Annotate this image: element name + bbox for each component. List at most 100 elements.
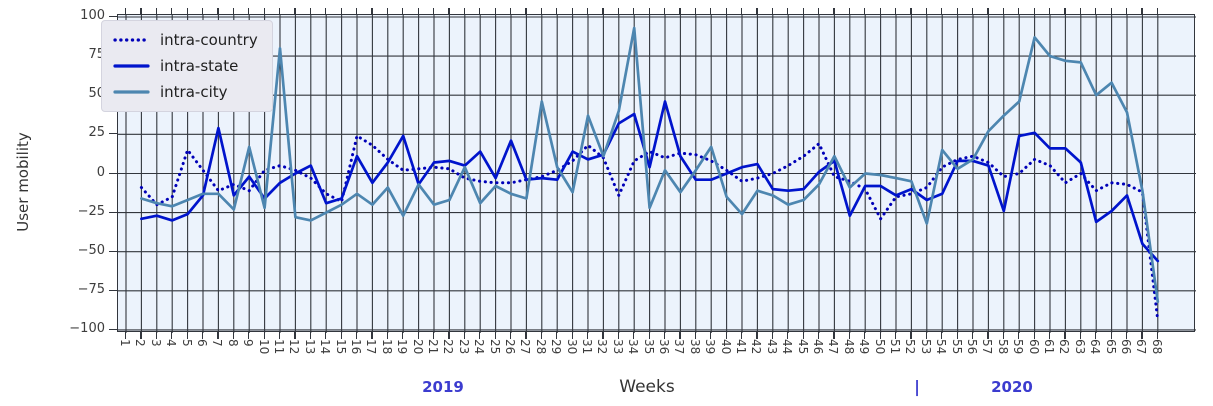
y-tickmark [109, 211, 117, 213]
x-tick-label: 32 [595, 339, 610, 355]
x-tick-label: 48 [841, 339, 856, 355]
x-tickmark [448, 332, 450, 339]
x-tickmark [417, 332, 419, 339]
x-tick-label: 23 [456, 339, 471, 355]
x-tick-label: 66 [1119, 339, 1133, 355]
x-tickmark [664, 332, 666, 339]
x-tick-label: 18 [379, 339, 394, 355]
x-tickmark [433, 332, 435, 339]
x-tickmark [125, 332, 127, 339]
x-tickmark [787, 332, 789, 339]
x-tick-label: 13 [302, 339, 317, 355]
legend-label: intra-country [160, 31, 258, 49]
y-tickmark [109, 133, 117, 135]
chart-lines-canvas [118, 15, 1196, 333]
legend-label: intra-state [160, 57, 239, 75]
x-tickmark [402, 332, 404, 339]
x-tick-label: 45 [795, 339, 810, 355]
x-tickmark [294, 332, 296, 339]
x-tickmark [694, 332, 696, 339]
x-tickmark [279, 332, 281, 339]
dotted-line-swatch-icon [113, 38, 150, 42]
x-tickmark [479, 332, 481, 339]
x-tick-label: 21 [426, 339, 440, 355]
x-tickmark [155, 332, 157, 339]
y-tick-label: 75 [88, 47, 105, 63]
x-tickmark [494, 332, 496, 339]
y-tickmark [109, 250, 117, 252]
x-tick-label: 15 [333, 339, 348, 355]
x-tick-label: 62 [1057, 339, 1072, 355]
y-tickmark [109, 16, 117, 18]
y-tick-label: −100 [69, 320, 105, 336]
x-tickmark [340, 332, 342, 339]
x-tickmark [941, 332, 943, 339]
x-tickmark [371, 332, 373, 339]
x-tick-label: 54 [934, 339, 949, 355]
x-tickmark [725, 332, 727, 339]
x-tick-label: 28 [533, 339, 548, 355]
x-tickmark [602, 332, 604, 339]
x-tickmark [617, 332, 619, 339]
x-tick-label: 56 [965, 339, 979, 355]
x-tickmark [540, 332, 542, 339]
y-tick-label: −25 [77, 203, 105, 219]
x-tickmark [202, 332, 204, 339]
x-tickmark [248, 332, 250, 339]
y-tickmark [109, 172, 117, 174]
x-tickmark [556, 332, 558, 339]
x-tickmark [710, 332, 712, 339]
x-tick-label: 1 [118, 339, 132, 347]
year-2020-label: 2020 [991, 378, 1033, 396]
x-tickmark [571, 332, 573, 339]
x-tickmark [771, 332, 773, 339]
x-tick-label: 41 [734, 339, 748, 355]
x-tickmark [140, 332, 142, 339]
x-tick-label: 64 [1088, 339, 1103, 355]
y-tickmark [109, 289, 117, 291]
x-tickmark [895, 332, 897, 339]
x-tick-label: 27 [518, 339, 533, 355]
x-tick-label: 16 [349, 339, 363, 355]
x-tick-label: 60 [1026, 339, 1041, 355]
x-tick-label: 30 [564, 339, 579, 355]
x-tick-label: 9 [241, 339, 256, 347]
x-tick-label: 25 [487, 339, 502, 355]
y-tick-label: 100 [80, 8, 105, 23]
x-tick-label: 52 [903, 339, 918, 355]
x-tickmark [1095, 332, 1097, 339]
x-tickmark [679, 332, 681, 339]
x-tickmark [633, 332, 635, 339]
x-tickmark [510, 332, 512, 339]
x-tick-label: 24 [472, 339, 487, 355]
x-tick-label: 42 [749, 339, 764, 355]
year-2019-label: 2019 [422, 378, 464, 396]
x-tick-label: 17 [364, 339, 379, 355]
x-tick-label: 53 [918, 339, 933, 355]
y-tick-label: 50 [88, 86, 105, 102]
x-tickmark [171, 332, 173, 339]
x-tick-label: 31 [580, 339, 594, 355]
x-tick-label: 36 [657, 339, 671, 355]
x-tickmark [1064, 332, 1066, 339]
x-tick-label: 49 [857, 339, 872, 355]
y-tick-label: 0 [96, 164, 105, 180]
x-tickmark [463, 332, 465, 339]
x-tickmark [956, 332, 958, 339]
x-tickmark [972, 332, 974, 339]
y-tickmark [109, 328, 117, 331]
x-tick-label: 59 [1011, 339, 1026, 355]
x-tickmark [386, 332, 388, 339]
x-tick-label: 26 [503, 339, 517, 355]
x-tick-label: 2 [133, 339, 148, 347]
x-tick-label: 46 [811, 339, 825, 355]
x-tickmark [910, 332, 912, 339]
x-tickmark [864, 332, 866, 339]
x-tick-label: 7 [210, 339, 225, 347]
x-tick-label: 58 [995, 339, 1010, 355]
y-tick-label: 25 [88, 125, 105, 141]
x-tick-label: 5 [179, 339, 194, 347]
x-tickmark [741, 332, 743, 339]
x-tickmark [756, 332, 758, 339]
x-tick-label: 19 [395, 339, 410, 355]
